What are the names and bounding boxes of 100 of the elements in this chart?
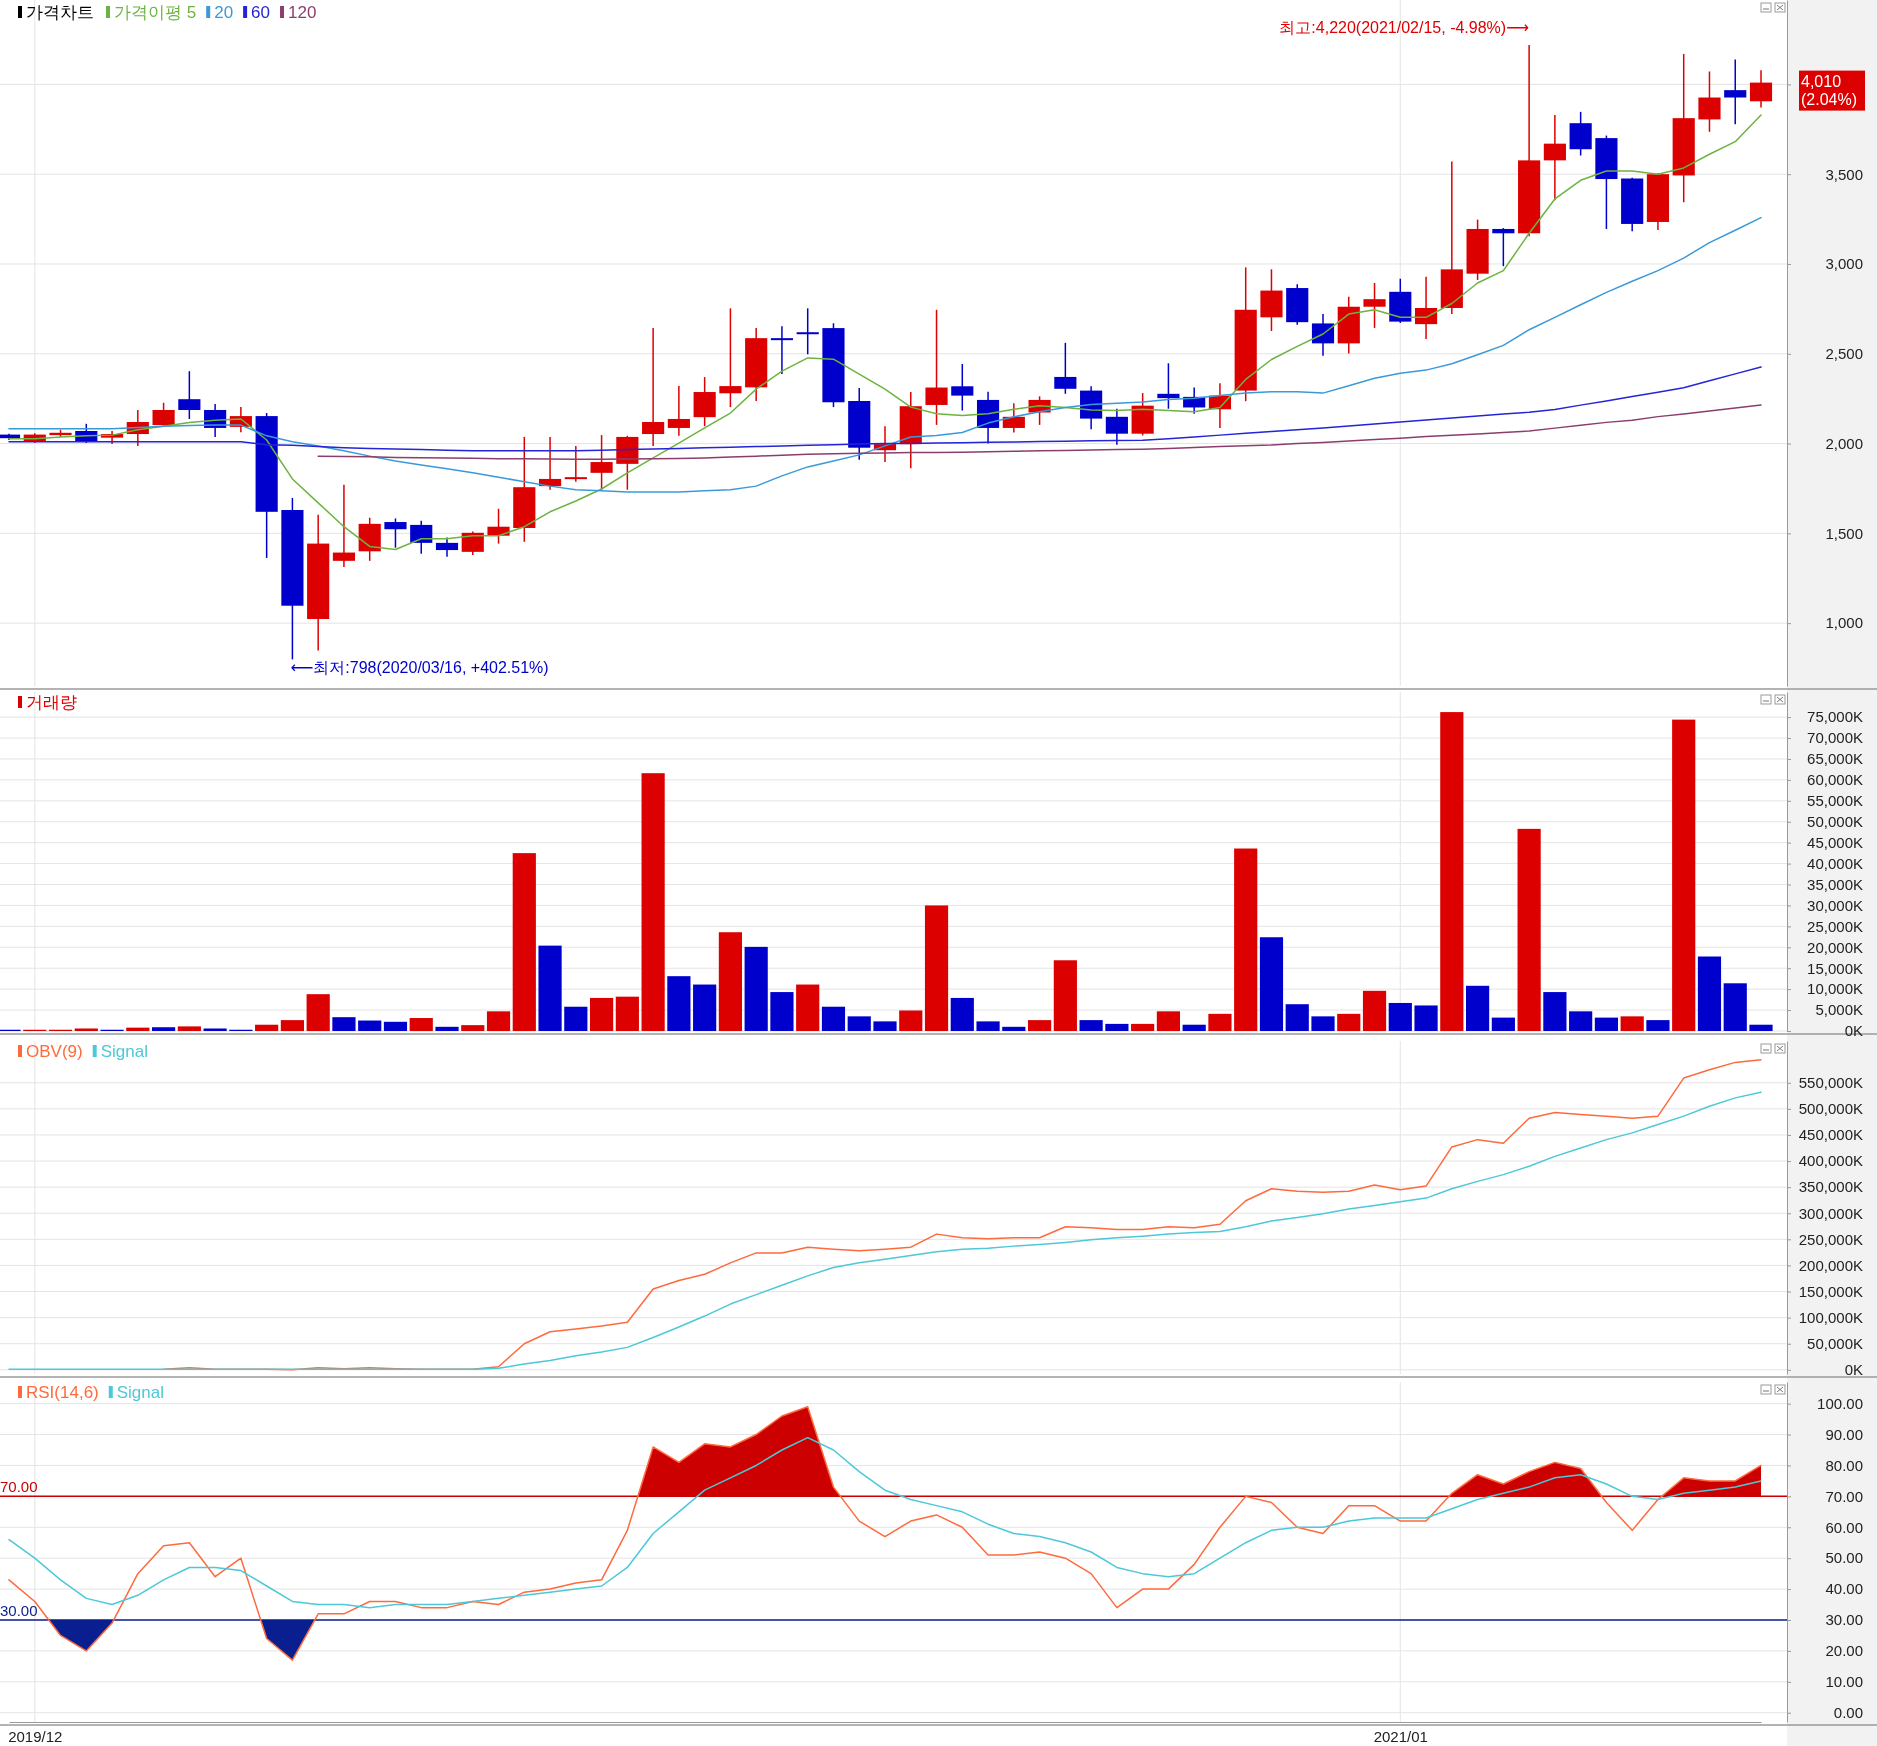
legend-label: RSI(14,6) [26, 1383, 99, 1402]
candlestick [1749, 69, 1773, 109]
candlestick [1105, 407, 1128, 446]
y-tick-label: 80.00 [1825, 1456, 1863, 1474]
bar [461, 1025, 485, 1031]
line-series [162, 1059, 1762, 1371]
bar [383, 1021, 408, 1031]
bar [821, 1006, 846, 1031]
line-series [317, 404, 1762, 460]
bar [1234, 848, 1258, 1031]
candlestick [642, 327, 665, 447]
bar [280, 1020, 305, 1031]
bar [1027, 1020, 1052, 1031]
bar [306, 994, 330, 1031]
bar [899, 1010, 923, 1031]
candlestick [1054, 342, 1077, 395]
y-tick-label: 0K [1844, 1361, 1863, 1379]
bar [358, 1020, 382, 1031]
y-tick-label: 50,000K [1807, 813, 1863, 831]
candlestick [1002, 402, 1025, 434]
bar [409, 1018, 433, 1031]
bar [873, 1021, 897, 1031]
bar [435, 1026, 459, 1031]
candlestick [564, 445, 587, 483]
y-tick-label: 3,000 [1825, 255, 1863, 273]
bar [486, 1011, 511, 1031]
legend-label: 60 [251, 3, 271, 22]
y-tick-label: 65,000K [1807, 750, 1863, 768]
legend-label: Signal [116, 1383, 165, 1402]
bar [796, 984, 820, 1031]
line-series [8, 216, 1762, 493]
bar [924, 905, 949, 1031]
y-tick-label: 0.00 [1833, 1704, 1863, 1722]
bar [1465, 985, 1490, 1031]
bar [1053, 960, 1077, 1031]
candlestick [925, 309, 948, 426]
candlestick [332, 484, 356, 568]
bar [589, 997, 614, 1031]
candlestick [1543, 114, 1566, 201]
x-tick-label: 2019/12 [8, 1727, 63, 1745]
bar [1311, 1016, 1335, 1031]
bar [1697, 956, 1722, 1031]
candlestick [719, 307, 742, 408]
bar [203, 1028, 227, 1031]
candlestick [410, 520, 433, 555]
y-tick-label: 350,000K [1798, 1178, 1863, 1196]
bar [667, 976, 691, 1031]
bar [1362, 990, 1387, 1031]
bar [332, 1017, 356, 1031]
bar [1182, 1024, 1206, 1031]
line-series [8, 114, 1762, 551]
bar [1440, 712, 1464, 1031]
y-tick-label: 70,000K [1807, 729, 1863, 747]
legend-label: 거래량 [26, 693, 77, 712]
bar [1543, 992, 1567, 1031]
candlestick [1414, 275, 1438, 340]
annotation: 최고:4,220(2021/02/15, -4.98%)⟶ [1279, 18, 1530, 36]
y-tick-label: 1,500 [1825, 524, 1863, 542]
y-tick-label: 0K [1844, 1022, 1863, 1040]
bar [1259, 937, 1284, 1031]
y-tick-label: 90.00 [1825, 1425, 1863, 1443]
y-tick-label: 550,000K [1798, 1074, 1863, 1092]
y-tick-label: 200,000K [1798, 1256, 1863, 1274]
bar [1569, 1011, 1593, 1031]
bar [744, 946, 768, 1031]
y-tick-label: 15,000K [1807, 959, 1863, 977]
legend-label: OBV(9) [26, 1042, 83, 1061]
y-tick-label: 35,000K [1807, 875, 1863, 893]
bar [564, 1006, 588, 1031]
y-tick-label: 40,000K [1807, 854, 1863, 872]
line-series [8, 1091, 1762, 1371]
bar [1337, 1013, 1361, 1031]
y-tick-label: 450,000K [1798, 1126, 1863, 1144]
bar [1646, 1020, 1670, 1031]
bar [177, 1026, 201, 1031]
candlestick [951, 363, 974, 412]
bar [1079, 1020, 1103, 1031]
y-tick-label: 10,000K [1807, 980, 1863, 998]
bar [74, 1028, 98, 1031]
bar [847, 1016, 871, 1031]
y-tick-label: 30.00 [1825, 1611, 1863, 1629]
candlestick [435, 536, 459, 558]
candlestick [178, 370, 201, 420]
bar [718, 932, 743, 1031]
bar [1414, 1005, 1438, 1031]
bar [1285, 1004, 1309, 1031]
bar [1388, 1002, 1412, 1031]
bar [255, 1024, 279, 1031]
line-series [8, 366, 1762, 452]
candlestick [1492, 227, 1515, 267]
candlestick [1363, 282, 1386, 329]
bar [615, 996, 639, 1031]
y-tick-label: 25,000K [1807, 917, 1863, 935]
bar [1517, 828, 1541, 1031]
bar [770, 992, 794, 1031]
y-tick-label: 300,000K [1798, 1204, 1863, 1222]
bar [1749, 1024, 1773, 1031]
candlestick [1724, 58, 1747, 126]
bar [151, 1027, 176, 1031]
x-tick-label: 2021/01 [1373, 1727, 1428, 1745]
